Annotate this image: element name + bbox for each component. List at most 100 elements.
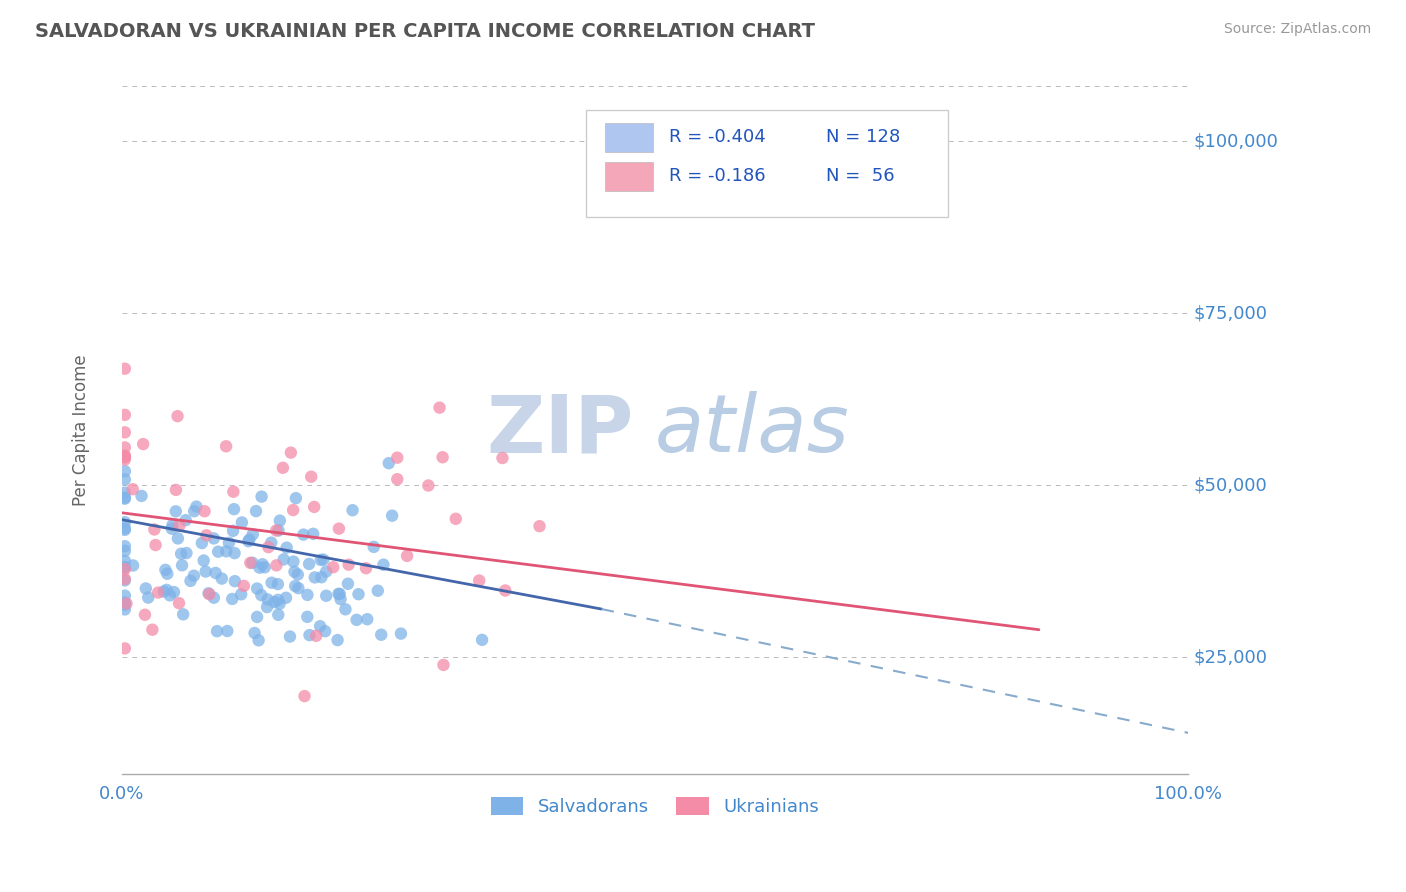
- Point: [354, 561, 377, 575]
- Legend: Salvadorans, Ukrainians: Salvadorans, Ukrainians: [484, 789, 827, 823]
- Point: [294, 689, 316, 703]
- Point: [222, 502, 245, 516]
- Point: [114, 559, 136, 574]
- Point: [193, 504, 215, 518]
- Point: [328, 587, 350, 601]
- Point: [242, 556, 264, 570]
- Point: [193, 553, 215, 567]
- Point: [356, 612, 378, 626]
- Text: ZIP: ZIP: [486, 392, 634, 469]
- Point: [278, 630, 301, 644]
- Point: [165, 483, 187, 497]
- Point: [122, 558, 145, 573]
- Point: [529, 519, 551, 533]
- Point: [253, 560, 276, 574]
- Point: [231, 587, 253, 601]
- Point: [156, 582, 179, 597]
- Point: [281, 503, 304, 517]
- Point: [136, 591, 159, 605]
- Point: [114, 539, 136, 553]
- Point: [283, 565, 305, 579]
- Point: [298, 557, 321, 571]
- Text: $50,000: $50,000: [1194, 476, 1267, 494]
- Point: [163, 585, 186, 599]
- Point: [302, 500, 325, 514]
- Point: [132, 437, 155, 451]
- Point: [297, 588, 319, 602]
- Point: [274, 591, 297, 605]
- Text: Per Capita Income: Per Capita Income: [72, 354, 90, 506]
- Text: R = -0.404: R = -0.404: [669, 128, 765, 145]
- Text: atlas: atlas: [655, 392, 849, 469]
- Point: [284, 579, 307, 593]
- Point: [114, 602, 136, 616]
- Text: Source: ZipAtlas.com: Source: ZipAtlas.com: [1223, 22, 1371, 37]
- Point: [297, 610, 319, 624]
- Point: [222, 524, 245, 538]
- Point: [250, 490, 273, 504]
- Point: [256, 600, 278, 615]
- Point: [336, 576, 359, 591]
- Point: [494, 583, 516, 598]
- FancyBboxPatch shape: [585, 111, 948, 217]
- Point: [260, 535, 283, 549]
- Point: [238, 534, 260, 549]
- Point: [269, 597, 291, 611]
- Point: [183, 568, 205, 582]
- Point: [135, 582, 157, 596]
- Point: [284, 491, 307, 505]
- Point: [271, 460, 294, 475]
- Point: [167, 596, 190, 610]
- Point: [159, 588, 181, 602]
- Point: [207, 544, 229, 558]
- Point: [370, 628, 392, 642]
- Point: [322, 560, 344, 574]
- Point: [222, 484, 245, 499]
- Point: [114, 361, 136, 376]
- Point: [114, 560, 136, 574]
- Point: [114, 441, 136, 455]
- Point: [280, 445, 302, 459]
- Point: [231, 516, 253, 530]
- Point: [491, 450, 513, 465]
- Point: [432, 657, 454, 672]
- Point: [204, 566, 226, 580]
- Point: [283, 555, 305, 569]
- Point: [238, 533, 260, 547]
- Point: [311, 570, 333, 584]
- Point: [176, 546, 198, 560]
- Point: [114, 554, 136, 568]
- Point: [267, 577, 290, 591]
- Point: [363, 540, 385, 554]
- FancyBboxPatch shape: [605, 162, 652, 191]
- Point: [114, 562, 136, 576]
- Point: [114, 574, 136, 588]
- Point: [115, 597, 138, 611]
- Point: [246, 582, 269, 596]
- Point: [315, 589, 337, 603]
- Point: [245, 504, 267, 518]
- Point: [387, 450, 409, 465]
- Point: [131, 489, 153, 503]
- Point: [273, 552, 295, 566]
- Point: [202, 591, 225, 605]
- Text: R = -0.186: R = -0.186: [669, 167, 765, 185]
- Point: [312, 552, 335, 566]
- Point: [179, 574, 201, 588]
- Point: [205, 624, 228, 639]
- Point: [114, 544, 136, 558]
- Text: $100,000: $100,000: [1194, 132, 1278, 151]
- Point: [342, 503, 364, 517]
- Point: [141, 623, 163, 637]
- Point: [444, 512, 467, 526]
- Text: $75,000: $75,000: [1194, 304, 1268, 322]
- Text: $25,000: $25,000: [1194, 648, 1268, 666]
- Point: [302, 526, 325, 541]
- Point: [389, 626, 412, 640]
- Point: [167, 532, 190, 546]
- Point: [250, 588, 273, 602]
- Point: [468, 574, 491, 588]
- Point: [170, 558, 193, 573]
- Point: [160, 522, 183, 536]
- Point: [195, 528, 218, 542]
